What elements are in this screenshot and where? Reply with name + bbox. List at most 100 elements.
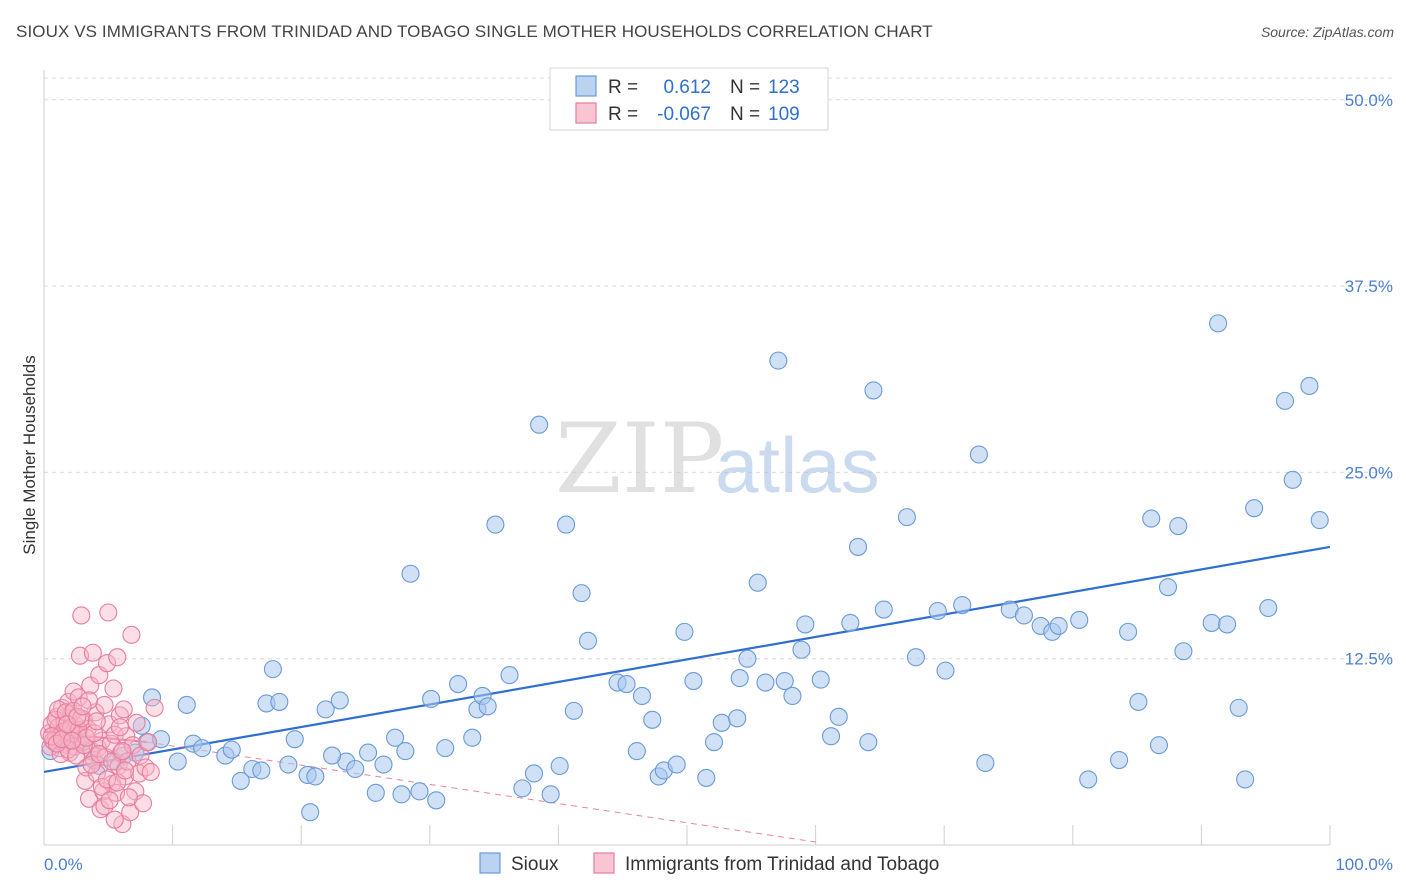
legend-r-label-sioux: R = (608, 77, 638, 98)
trinidad-point (95, 695, 114, 714)
trinidad-point (64, 682, 83, 701)
sioux-point (906, 648, 925, 667)
sioux-point (874, 600, 893, 619)
legend-swatch-sioux (575, 75, 597, 97)
x-tick-label-max: 100.0% (1335, 855, 1393, 874)
sioux-point (578, 631, 598, 650)
sioux-point (422, 689, 441, 708)
trinidad-point (87, 712, 106, 731)
sioux-point (359, 743, 378, 762)
sioux-point (829, 707, 848, 726)
sioux-point (953, 595, 972, 615)
source-credit: Source: ZipAtlas.com (1260, 24, 1394, 40)
sioux-point (667, 755, 686, 774)
sioux-point (557, 515, 576, 534)
sioux-point (1070, 610, 1089, 630)
trinidad-point (97, 654, 117, 673)
sioux-point (168, 752, 187, 771)
sioux-point (617, 674, 636, 694)
trinidad-point (67, 746, 86, 765)
sioux-point (738, 649, 757, 668)
sioux-point (643, 710, 662, 729)
trinidad-point (85, 724, 104, 743)
sioux-point (697, 768, 716, 787)
sioux-point (1218, 615, 1237, 634)
sioux-point (500, 666, 519, 685)
sioux-point (859, 733, 878, 752)
sioux-point (730, 669, 749, 688)
sioux-point (306, 767, 325, 786)
trinidad-point (141, 762, 160, 782)
sioux-point (427, 791, 446, 810)
sioux-point (392, 785, 411, 804)
trinidad-point (83, 643, 102, 662)
sioux-point (463, 728, 482, 747)
sioux-point (301, 803, 320, 822)
trinidad-point (99, 603, 118, 622)
bottom-legend-swatch-sioux (479, 852, 501, 874)
legend-n-value-sioux: 123 (768, 77, 800, 98)
sioux-point (1119, 622, 1138, 641)
sioux-point (263, 660, 282, 679)
trinidad-point (74, 736, 93, 755)
sioux-point (386, 728, 405, 747)
sioux-point (1129, 692, 1148, 711)
sioux-point (792, 640, 811, 659)
watermark-atlas: atlas (715, 421, 880, 509)
trinidad-point (77, 758, 96, 777)
trinidad-point (81, 676, 100, 695)
sioux-point (864, 381, 883, 400)
sioux-trend-line (43, 545, 1331, 774)
sioux-point (486, 515, 505, 534)
sioux-point (1149, 736, 1169, 755)
bottom-legend-swatch-trinidad (593, 852, 615, 874)
sioux-point (530, 415, 549, 434)
sioux-point (1110, 750, 1129, 770)
sioux-point (1236, 770, 1255, 789)
sioux-point (821, 727, 841, 746)
sioux-point (811, 670, 830, 689)
trinidad-point (100, 791, 119, 810)
trinidad-point (97, 770, 117, 789)
legend-n-value-trinidad: 109 (768, 104, 800, 125)
sioux-point (285, 730, 304, 749)
sioux-point (632, 686, 652, 706)
trinidad-point (108, 648, 127, 667)
trinidad-point (123, 736, 142, 755)
trinidad-point (110, 718, 129, 737)
trinidad-point (72, 606, 91, 625)
sioux-point (316, 700, 335, 719)
sioux-point (410, 782, 429, 801)
sioux-point (675, 622, 694, 641)
y-tick-label: 37.5% (1345, 277, 1393, 296)
sioux-point (572, 584, 591, 603)
sioux-point (748, 573, 767, 592)
bottom-legend-label-sioux: Sioux (511, 854, 559, 875)
watermark: ZIP atlas (555, 403, 880, 515)
sioux-point (1283, 470, 1302, 489)
trinidad-point (121, 803, 140, 822)
trinidad-points (40, 603, 164, 834)
sioux-point (775, 672, 794, 691)
y-tick-label: 50.0% (1345, 91, 1393, 110)
sioux-point (323, 746, 342, 765)
sioux-point (330, 691, 349, 710)
sioux-point (627, 742, 646, 761)
trinidad-point (58, 715, 77, 734)
legend-swatch-trinidad (575, 102, 597, 124)
sioux-point (550, 756, 569, 776)
sioux-point (1158, 578, 1178, 597)
y-tick-label: 12.5% (1345, 650, 1393, 669)
sioux-point (1275, 391, 1295, 410)
sioux-points (41, 314, 1329, 822)
trinidad-point (117, 727, 136, 746)
sioux-point (1245, 499, 1264, 518)
axes (43, 70, 1331, 846)
sioux-point (1209, 314, 1228, 333)
sioux-point (374, 755, 393, 774)
sioux-point (449, 674, 468, 694)
chart-title: SIOUX VS IMMIGRANTS FROM TRINIDAD AND TO… (16, 22, 933, 41)
sioux-point (704, 733, 724, 752)
tick-labels: 12.5% 25.0% 37.5% 50.0% 0.0% 100.0% (44, 91, 1393, 874)
